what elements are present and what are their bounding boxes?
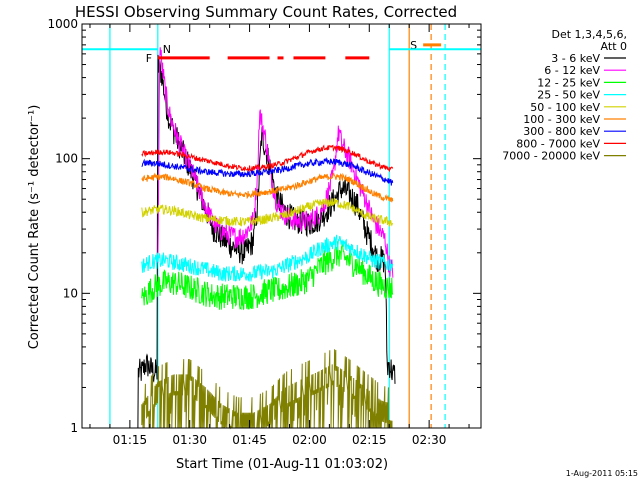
series-line-8 bbox=[141, 144, 394, 173]
y-axis-label: Corrected Count Rate (s⁻¹ detector⁻¹) bbox=[27, 105, 42, 350]
x-tick-label-3: 01:45 bbox=[232, 433, 267, 447]
legend-header-line-1: Det 1,3,4,5,6, bbox=[551, 28, 627, 41]
legend-entry-label-5: 50 - 100 keV bbox=[530, 101, 600, 114]
legend-entry-label-2: 6 - 12 keV bbox=[544, 64, 600, 77]
chart-title: HESSI Observing Summary Count Rates, Cor… bbox=[75, 3, 457, 21]
footer-timestamp: 1-Aug-2011 05:15 bbox=[566, 469, 638, 478]
y-tick-label-3: 100 bbox=[55, 152, 78, 166]
x-tick-label-5: 02:15 bbox=[352, 433, 387, 447]
series-line-6 bbox=[141, 172, 394, 203]
plot-area: F S N bbox=[82, 24, 481, 430]
flag-label-F: F bbox=[146, 52, 152, 65]
plot-frame bbox=[81, 23, 482, 429]
legend-header-line-2: Att 0 bbox=[601, 40, 627, 53]
legend-entry-label-3: 12 - 25 keV bbox=[537, 76, 600, 89]
x-tick-label-2: 01:30 bbox=[172, 433, 207, 447]
legend-entry-label-1: 3 - 6 keV bbox=[551, 52, 600, 65]
series-line-1 bbox=[137, 54, 396, 429]
y-tick-label-1: 1 bbox=[70, 421, 78, 435]
x-tick-label-6: 02:30 bbox=[412, 433, 447, 447]
legend-entry-label-6: 100 - 300 keV bbox=[523, 113, 600, 126]
legend-entry-label-9: 7000 - 20000 keV bbox=[502, 150, 600, 163]
series-line-2 bbox=[157, 47, 394, 278]
axes: 1 10 100 1000 01:15 01:30 01:45 02:00 02:15 02:30 bbox=[47, 17, 482, 447]
series-line-4 bbox=[141, 234, 394, 282]
x-tick-label-4: 02:00 bbox=[292, 433, 327, 447]
series-line-7 bbox=[141, 156, 394, 186]
flag-label-N: N bbox=[163, 43, 171, 56]
x-axis-label: Start Time (01-Aug-11 01:03:02) bbox=[176, 457, 388, 472]
y-tick-label-4: 1000 bbox=[47, 17, 78, 31]
series-line-9 bbox=[141, 349, 393, 430]
legend-entry-label-4: 25 - 50 keV bbox=[537, 89, 600, 102]
x-tick-label-1: 01:15 bbox=[113, 433, 148, 447]
y-tick-label-2: 10 bbox=[63, 286, 78, 300]
legend-entry-label-8: 800 - 7000 keV bbox=[516, 137, 600, 150]
legend-entry-label-7: 300 - 800 keV bbox=[523, 125, 600, 138]
flag-label-S: S bbox=[410, 39, 417, 52]
series-line-5 bbox=[141, 198, 394, 227]
